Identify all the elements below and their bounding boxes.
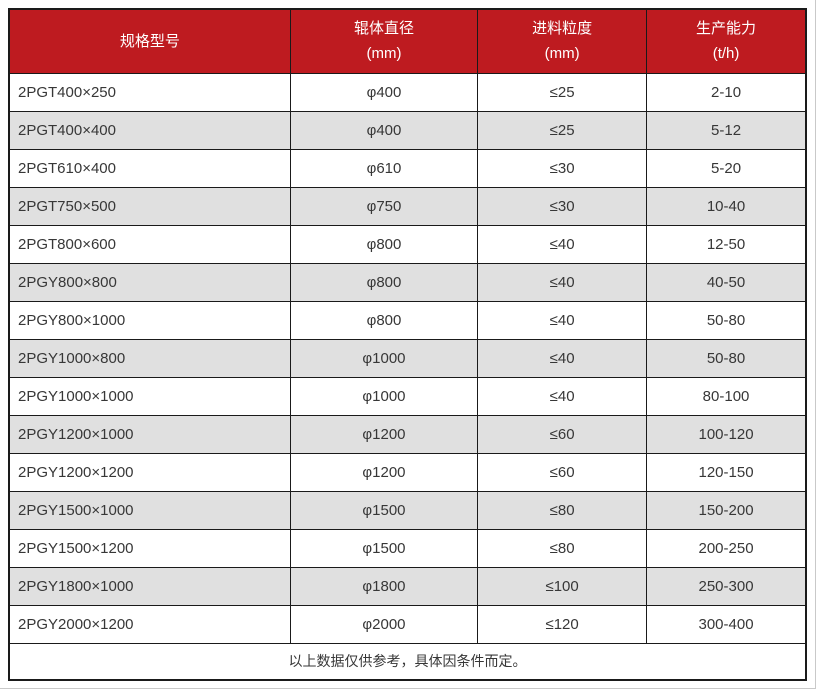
cell-capacity: 50-80 <box>646 338 807 378</box>
cell-capacity: 120-150 <box>646 452 807 492</box>
table-row: 2PGT800×600 φ800 ≤40 12-50 <box>8 224 807 264</box>
cell-model: 2PGT800×600 <box>8 224 291 264</box>
table-row: 2PGT610×400 φ610 ≤30 5-20 <box>8 148 807 188</box>
col-header-feed: 进料粒度 (mm) <box>477 8 648 74</box>
cell-diameter: φ800 <box>289 224 479 264</box>
cell-model: 2PGT400×400 <box>8 110 291 150</box>
cell-model: 2PGY2000×1200 <box>8 604 291 644</box>
cell-model: 2PGY1800×1000 <box>8 566 291 606</box>
cell-capacity: 5-20 <box>646 148 807 188</box>
col-header-diameter: 辊体直径 (mm) <box>289 8 479 74</box>
cell-capacity: 100-120 <box>646 414 807 454</box>
cell-feed: ≤25 <box>477 72 648 112</box>
table-row: 2PGY1000×800 φ1000 ≤40 50-80 <box>8 338 807 378</box>
cell-diameter: φ2000 <box>289 604 479 644</box>
cell-capacity: 200-250 <box>646 528 807 568</box>
cell-feed: ≤120 <box>477 604 648 644</box>
cell-capacity: 40-50 <box>646 262 807 302</box>
cell-feed: ≤80 <box>477 490 648 530</box>
cell-model: 2PGY800×1000 <box>8 300 291 340</box>
col-header-diameter-label: 辊体直径 <box>353 20 414 38</box>
table-footnote: 以上数据仅供参考，具体因条件而定。 <box>8 642 807 681</box>
col-header-diameter-unit: (mm) <box>366 45 402 63</box>
cell-model: 2PGY1200×1000 <box>8 414 291 454</box>
cell-model: 2PGY1500×1200 <box>8 528 291 568</box>
cell-diameter: φ1200 <box>289 414 479 454</box>
footnote-row: 以上数据仅供参考，具体因条件而定。 <box>8 642 807 681</box>
cell-model: 2PGY1000×1000 <box>8 376 291 416</box>
table-row: 2PGT400×250 φ400 ≤25 2-10 <box>8 72 807 112</box>
col-header-model-label: 规格型号 <box>119 32 180 50</box>
cell-feed: ≤40 <box>477 338 648 378</box>
cell-diameter: φ750 <box>289 186 479 226</box>
cell-capacity: 80-100 <box>646 376 807 416</box>
table-row: 2PGY1200×1000 φ1200 ≤60 100-120 <box>8 414 807 454</box>
cell-feed: ≤40 <box>477 224 648 264</box>
cell-model: 2PGT750×500 <box>8 186 291 226</box>
cell-capacity: 50-80 <box>646 300 807 340</box>
cell-model: 2PGY1500×1000 <box>8 490 291 530</box>
cell-capacity: 2-10 <box>646 72 807 112</box>
table-footer: 以上数据仅供参考，具体因条件而定。 <box>8 642 807 681</box>
cell-capacity: 150-200 <box>646 490 807 530</box>
table-row: 2PGY2000×1200 φ2000 ≤120 300-400 <box>8 604 807 644</box>
table-row: 2PGY1500×1000 φ1500 ≤80 150-200 <box>8 490 807 530</box>
cell-diameter: φ800 <box>289 262 479 302</box>
cell-capacity: 10-40 <box>646 186 807 226</box>
cell-diameter: φ1000 <box>289 376 479 416</box>
table-row: 2PGT750×500 φ750 ≤30 10-40 <box>8 186 807 226</box>
table-header: 规格型号 辊体直径 (mm) 进料粒度 (mm) 生产能力 (t/h) <box>8 8 807 74</box>
cell-capacity: 300-400 <box>646 604 807 644</box>
col-header-capacity: 生产能力 (t/h) <box>646 8 807 74</box>
table-body: 2PGT400×250 φ400 ≤25 2-10 2PGT400×400 φ400 ≤25… <box>8 72 807 644</box>
cell-feed: ≤30 <box>477 148 648 188</box>
cell-model: 2PGY1000×800 <box>8 338 291 378</box>
cell-diameter: φ1000 <box>289 338 479 378</box>
table-row: 2PGY1000×1000 φ1000 ≤40 80-100 <box>8 376 807 416</box>
cell-capacity: 250-300 <box>646 566 807 606</box>
cell-feed: ≤40 <box>477 376 648 416</box>
col-header-capacity-unit: (t/h) <box>712 45 740 63</box>
cell-feed: ≤60 <box>477 452 648 492</box>
cell-diameter: φ1800 <box>289 566 479 606</box>
table-row: 2PGY1500×1200 φ1500 ≤80 200-250 <box>8 528 807 568</box>
cell-diameter: φ400 <box>289 110 479 150</box>
cell-diameter: φ610 <box>289 148 479 188</box>
cell-feed: ≤40 <box>477 300 648 340</box>
col-header-feed-unit: (mm) <box>544 45 580 63</box>
col-header-model: 规格型号 <box>8 8 291 74</box>
cell-diameter: φ1500 <box>289 490 479 530</box>
cell-feed: ≤60 <box>477 414 648 454</box>
cell-feed: ≤25 <box>477 110 648 150</box>
table-row: 2PGY800×800 φ800 ≤40 40-50 <box>8 262 807 302</box>
cell-model: 2PGY1200×1200 <box>8 452 291 492</box>
cell-feed: ≤80 <box>477 528 648 568</box>
cell-diameter: φ800 <box>289 300 479 340</box>
table-row: 2PGY800×1000 φ800 ≤40 50-80 <box>8 300 807 340</box>
cell-model: 2PGY800×800 <box>8 262 291 302</box>
cell-diameter: φ1200 <box>289 452 479 492</box>
table-row: 2PGY1800×1000 φ1800 ≤100 250-300 <box>8 566 807 606</box>
cell-model: 2PGT610×400 <box>8 148 291 188</box>
cell-capacity: 5-12 <box>646 110 807 150</box>
cell-capacity: 12-50 <box>646 224 807 264</box>
table-row: 2PGT400×400 φ400 ≤25 5-12 <box>8 110 807 150</box>
cell-diameter: φ400 <box>289 72 479 112</box>
spec-table: 规格型号 辊体直径 (mm) 进料粒度 (mm) 生产能力 (t/h) 2PGT… <box>8 8 807 681</box>
cell-diameter: φ1500 <box>289 528 479 568</box>
cell-feed: ≤100 <box>477 566 648 606</box>
header-row: 规格型号 辊体直径 (mm) 进料粒度 (mm) 生产能力 (t/h) <box>8 8 807 74</box>
cell-feed: ≤40 <box>477 262 648 302</box>
table-row: 2PGY1200×1200 φ1200 ≤60 120-150 <box>8 452 807 492</box>
cell-model: 2PGT400×250 <box>8 72 291 112</box>
col-header-capacity-label: 生产能力 <box>696 20 757 38</box>
cell-feed: ≤30 <box>477 186 648 226</box>
col-header-feed-label: 进料粒度 <box>532 20 593 38</box>
